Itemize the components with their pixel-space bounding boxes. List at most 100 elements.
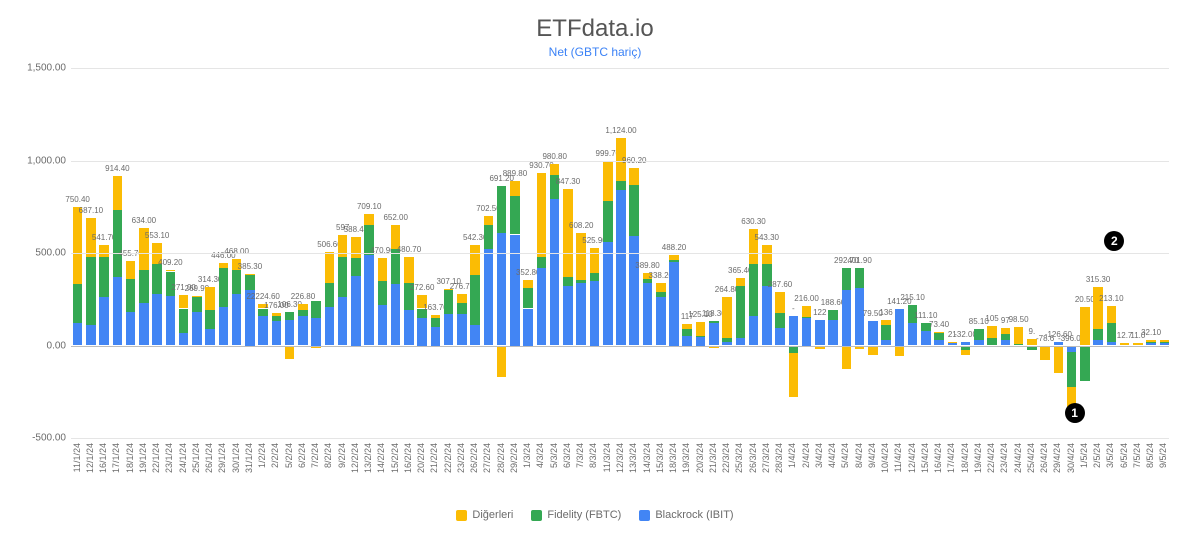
x-tick-label: 13/3/24 xyxy=(628,443,638,473)
bar-segment-fbtc xyxy=(311,301,321,318)
legend-label: Blackrock (IBIT) xyxy=(655,509,733,521)
x-tick-label: 10/4/24 xyxy=(880,443,890,473)
x-tick-label: 18/3/24 xyxy=(668,443,678,473)
bar-segment-fbtc xyxy=(629,185,639,237)
x-tick-label: 21/2/24 xyxy=(429,443,439,473)
bar-segment-fbtc xyxy=(457,303,467,314)
x-tick-label: 4/3/24 xyxy=(535,443,545,468)
bar-segment-ibit xyxy=(338,297,348,345)
bar-segment-others xyxy=(272,313,282,316)
bar-value-label: 105 xyxy=(985,314,998,323)
bar-segment-others xyxy=(1107,306,1117,323)
bar-segment-fbtc xyxy=(351,258,361,277)
bar-segment-ibit xyxy=(709,323,719,345)
x-tick-label: 14/3/24 xyxy=(642,443,652,473)
bar-segment-fbtc xyxy=(603,201,613,242)
bar-segment-ibit xyxy=(842,290,852,346)
bar-segment-fbtc xyxy=(802,317,812,318)
bar-segment-fbtc xyxy=(881,325,891,340)
gridline xyxy=(71,253,1169,254)
x-tick-label: 9/5/24 xyxy=(1158,443,1168,468)
bar-segment-fbtc xyxy=(510,196,520,235)
bar-segment-others xyxy=(497,346,507,377)
bar-segment-ibit xyxy=(563,286,573,345)
bar-segment-fbtc xyxy=(722,338,732,342)
x-tick-label: 20/3/24 xyxy=(695,443,705,473)
bar-segment-ibit xyxy=(749,316,759,346)
x-tick-label: 26/2/24 xyxy=(469,443,479,473)
bar-segment-fbtc xyxy=(616,181,626,190)
bar-segment-others xyxy=(669,255,679,260)
bar-segment-fbtc xyxy=(974,329,984,340)
x-tick-label: 1/3/24 xyxy=(522,443,532,468)
bar-segment-ibit xyxy=(696,336,706,345)
bar-segment-fbtc xyxy=(576,280,586,282)
y-tick-label: -500.00 xyxy=(11,433,66,444)
bar-segment-ibit xyxy=(232,294,242,346)
bar-segment-others xyxy=(590,248,600,273)
bar-segment-ibit xyxy=(285,320,295,346)
bar-segment-fbtc xyxy=(99,257,109,298)
bar-segment-ibit xyxy=(802,318,812,346)
bar-segment-others xyxy=(523,280,533,288)
x-tick-label: 14/2/24 xyxy=(376,443,386,473)
x-tick-label: 3/4/24 xyxy=(814,443,824,468)
legend-swatch xyxy=(639,510,650,521)
bar-segment-ibit xyxy=(444,314,454,345)
bar-segment-fbtc xyxy=(497,186,507,232)
bar-segment-fbtc xyxy=(1160,342,1170,343)
bar-segment-fbtc xyxy=(523,288,533,308)
bar-segment-fbtc xyxy=(338,257,348,298)
bar-segment-others xyxy=(484,216,494,226)
bar-segment-others xyxy=(934,332,944,333)
y-tick-label: 1,000.00 xyxy=(11,155,66,166)
x-tick-label: 23/2/24 xyxy=(456,443,466,473)
bar-segment-others xyxy=(126,261,136,279)
bar-segment-others xyxy=(1054,347,1064,373)
bar-segment-ibit xyxy=(682,336,692,345)
x-tick-label: 22/3/24 xyxy=(721,443,731,473)
bar-value-label: 20.50 xyxy=(1075,295,1095,304)
x-tick-label: 19/4/24 xyxy=(973,443,983,473)
bar-segment-ibit xyxy=(179,333,189,346)
bar-segment-fbtc xyxy=(245,275,255,290)
legend-item-ibit: Blackrock (IBIT) xyxy=(639,509,733,521)
gridline xyxy=(71,68,1169,69)
bar-segment-ibit xyxy=(789,316,799,346)
bar-segment-others xyxy=(842,346,852,370)
legend-label: Diğerleri xyxy=(472,509,513,521)
x-tick-label: 18/1/24 xyxy=(125,443,135,473)
bar-segment-fbtc xyxy=(113,210,123,277)
x-tick-label: 8/4/24 xyxy=(854,443,864,468)
x-tick-label: 28/3/24 xyxy=(774,443,784,473)
x-tick-label: 17/4/24 xyxy=(946,443,956,473)
x-tick-label: 16/1/24 xyxy=(98,443,108,473)
x-tick-label: 19/1/24 xyxy=(138,443,148,473)
bar-segment-fbtc xyxy=(378,281,388,305)
x-tick-label: 1/4/24 xyxy=(787,443,797,468)
y-tick-label: 1,500.00 xyxy=(11,63,66,74)
x-tick-label: 15/4/24 xyxy=(920,443,930,473)
x-tick-label: 25/3/24 xyxy=(734,443,744,473)
bar-segment-ibit xyxy=(378,305,388,346)
bar-segment-ibit xyxy=(616,190,626,345)
x-tick-label: 9/4/24 xyxy=(867,443,877,468)
bar-segment-fbtc xyxy=(987,338,997,345)
bar-segment-fbtc xyxy=(484,225,494,249)
legend: DiğerleriFidelity (FBTC)Blackrock (IBIT) xyxy=(10,509,1180,521)
bar-segment-others xyxy=(881,320,891,325)
bar-segment-ibit xyxy=(311,318,321,346)
bar-segment-ibit xyxy=(510,235,520,346)
bar-value-label: 136 xyxy=(879,308,892,317)
bar-segment-fbtc xyxy=(298,310,308,316)
x-tick-label: 31/1/24 xyxy=(244,443,254,473)
bar-segment-others xyxy=(775,292,785,313)
bar-segment-ibit xyxy=(431,327,441,346)
plot-area: 750.40687.10541.70914.40455.70634.00553.… xyxy=(70,67,1170,439)
legend-item-others: Diğerleri xyxy=(456,509,513,521)
bar-segment-ibit xyxy=(404,310,414,345)
x-tick-label: 12/4/24 xyxy=(907,443,917,473)
bar-segment-ibit xyxy=(775,328,785,346)
x-tick-label: 11/1/24 xyxy=(72,443,82,472)
bar-segment-ibit xyxy=(736,338,746,345)
